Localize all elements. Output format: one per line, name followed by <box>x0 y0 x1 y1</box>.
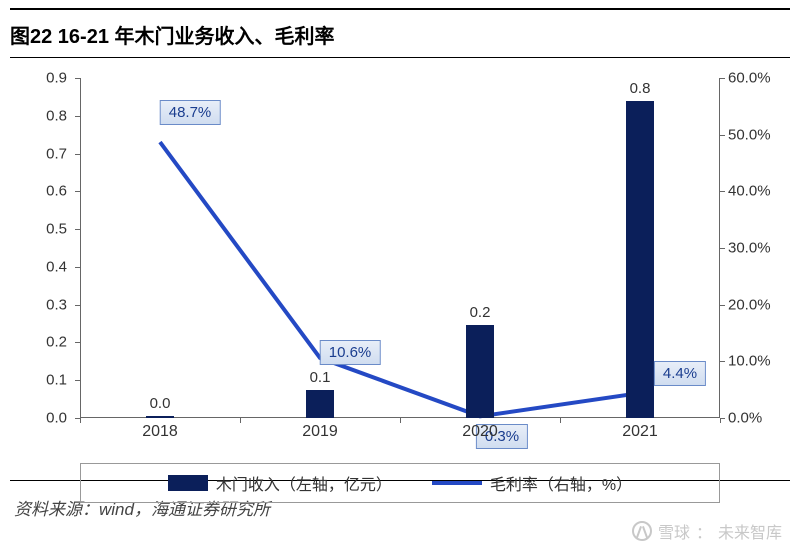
bar-value-label: 0.0 <box>150 395 171 412</box>
tick-mark <box>75 305 80 306</box>
tick-mark <box>75 229 80 230</box>
plot-region: 0.00.10.20.848.7%10.6%0.3%4.4% <box>80 78 720 418</box>
watermark-icon <box>632 521 652 541</box>
tick-mark <box>720 248 725 249</box>
ytick-right: 60.0% <box>728 70 771 87</box>
xtick: 2021 <box>622 423 658 441</box>
line-series-svg <box>80 78 720 418</box>
y-axis-right: 0.0%10.0%20.0%30.0%40.0%50.0%60.0% <box>720 78 780 418</box>
tick-mark <box>720 361 725 362</box>
ytick-left: 0.4 <box>46 258 67 275</box>
x-axis: 2018 2019 2020 2021 <box>80 423 720 453</box>
y-axis-left: 0.00.10.20.30.40.50.60.70.80.9 <box>20 78 75 418</box>
ytick-right: 30.0% <box>728 240 771 257</box>
ytick-right: 0.0% <box>728 410 762 427</box>
tick-mark <box>75 342 80 343</box>
ytick-left: 0.0 <box>46 410 67 427</box>
watermark-sep: ： <box>696 519 712 543</box>
legend-swatch-line <box>432 481 482 485</box>
line-series <box>160 142 640 416</box>
figure-title: 图22 16-21 年木门业务收入、毛利率 <box>10 16 790 53</box>
bar-value-label: 0.8 <box>630 80 651 97</box>
bar <box>306 390 335 418</box>
tick-mark <box>75 154 80 155</box>
xtick: 2018 <box>142 423 178 441</box>
legend: 木门收入（左轴，亿元） 毛利率（右轴，%） <box>80 463 720 503</box>
ytick-right: 10.0% <box>728 353 771 370</box>
ytick-left: 0.3 <box>46 296 67 313</box>
bar-value-label: 0.2 <box>470 304 491 321</box>
xtick: 2019 <box>302 423 338 441</box>
figure-container: 图22 16-21 年木门业务收入、毛利率 0.0 0.1 0.2 0.3 0.4 0.5… <box>0 0 800 557</box>
xtick: 2020 <box>462 423 498 441</box>
tick-mark <box>720 305 725 306</box>
tick-mark <box>720 78 725 79</box>
rule-mid <box>10 57 790 58</box>
tick-mark <box>720 418 721 423</box>
ytick-left: 0.9 <box>46 70 67 87</box>
tick-mark <box>720 135 725 136</box>
bar <box>626 101 655 418</box>
ytick-left: 0.2 <box>46 334 67 351</box>
bar-value-label: 0.1 <box>310 369 331 386</box>
watermark: 雪球 ： 未来智库 <box>632 519 782 543</box>
legend-label-bar: 木门收入（左轴，亿元） <box>216 471 392 495</box>
tick-mark <box>75 191 80 192</box>
tick-mark <box>75 267 80 268</box>
legend-label-line: 毛利率（右轴，%） <box>490 471 632 495</box>
legend-item-line: 毛利率（右轴，%） <box>432 471 632 495</box>
legend-item-bar: 木门收入（左轴，亿元） <box>168 471 392 495</box>
watermark-brand: 雪球 <box>658 519 690 543</box>
ytick-left: 0.7 <box>46 145 67 162</box>
line-value-label: 10.6% <box>320 340 381 365</box>
ytick-right: 50.0% <box>728 126 771 143</box>
watermark-author: 未来智库 <box>718 519 782 543</box>
tick-mark <box>75 380 80 381</box>
rule-top <box>10 8 790 10</box>
legend-swatch-bar <box>168 475 208 491</box>
bar <box>466 325 495 418</box>
ytick-right: 20.0% <box>728 296 771 313</box>
ytick-right: 40.0% <box>728 183 771 200</box>
line-value-label: 4.4% <box>654 361 706 386</box>
ytick-left: 0.6 <box>46 183 67 200</box>
ytick-left: 0.8 <box>46 107 67 124</box>
chart-area: 0.0 0.1 0.2 0.3 0.4 0.5 0.6 0.7 0.8 0.9 0.0% 10.0%… <box>20 68 780 468</box>
bar <box>146 416 175 418</box>
tick-mark <box>75 116 80 117</box>
ytick-left: 0.1 <box>46 372 67 389</box>
ytick-left: 0.5 <box>46 221 67 238</box>
tick-mark <box>720 191 725 192</box>
line-value-label: 48.7% <box>160 100 221 125</box>
tick-mark <box>75 78 80 79</box>
